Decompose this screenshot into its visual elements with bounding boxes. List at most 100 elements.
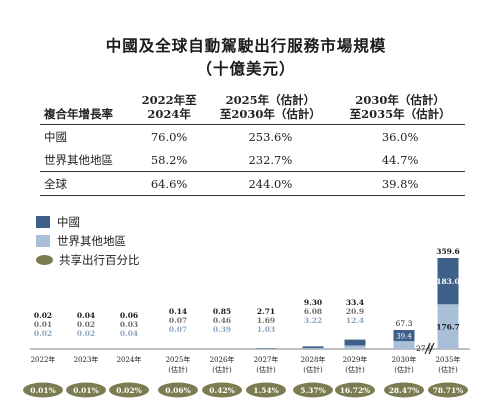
shared-share-oval bbox=[246, 382, 286, 398]
legend-label-shared-share: 共享出行百分比 bbox=[59, 253, 140, 267]
cagr-value: 36.0% bbox=[381, 129, 419, 144]
cagr-col-header-2-line1: 2025年（估計） bbox=[225, 93, 316, 107]
cagr-value: 232.7% bbox=[248, 152, 293, 167]
shared-share-label: 78.71% bbox=[433, 386, 464, 395]
cagr-col-header-2-line2: 至2030年（估計） bbox=[219, 107, 321, 121]
shared-share-label: 0.06% bbox=[165, 386, 190, 395]
legend-swatch-rest-of-world bbox=[36, 235, 50, 247]
bar-china-label: 6.08 bbox=[304, 307, 322, 316]
bar-total-label: 2.71 bbox=[257, 307, 275, 316]
cagr-col-header-1-line2: 2024年 bbox=[147, 107, 191, 121]
shared-share-label: 0.01% bbox=[30, 386, 55, 395]
legend-item-shared-share: 共享出行百分比 bbox=[36, 252, 140, 268]
bar-china-label: 0.46 bbox=[213, 316, 231, 325]
x-tick-label-sub: (估計) bbox=[256, 365, 276, 374]
cagr-value: 76.0% bbox=[150, 129, 188, 144]
cagr-row-label: 中國 bbox=[44, 129, 67, 144]
shared-share-oval bbox=[158, 382, 198, 398]
bar-total-label: 0.85 bbox=[213, 307, 231, 316]
cagr-col-header-3-line2: 至2035年（估計） bbox=[349, 107, 451, 121]
x-tick-label: 2026年 bbox=[210, 355, 235, 364]
x-tick-label: 2030年 bbox=[392, 355, 417, 364]
cagr-col-header-2: 2025年（估計） 至2030年（估計） bbox=[205, 93, 336, 125]
cagr-col-header-1-line1: 2022年至 bbox=[141, 93, 197, 107]
cagr-value: 64.6% bbox=[132, 171, 206, 196]
x-tick-label: 2025年 bbox=[166, 355, 191, 364]
bar-row-label: 0.02 bbox=[34, 329, 52, 338]
legend-oval-shared-share bbox=[36, 255, 53, 265]
bar-segment-china bbox=[393, 330, 415, 342]
chart-title: 中國及全球自動駕駛出行服務市場規模 bbox=[105, 36, 387, 55]
bar-segment-china bbox=[344, 339, 366, 346]
bar-china-label: 0.01 bbox=[34, 320, 52, 329]
x-tick-label: 2027年 bbox=[254, 355, 279, 364]
shared-share-oval bbox=[335, 382, 375, 398]
bar-row-label: 1.03 bbox=[257, 325, 275, 334]
x-tick-label-sub: (估計) bbox=[303, 365, 323, 374]
bar-china-label: 39.4 bbox=[396, 333, 412, 341]
legend-item-china: 中國 bbox=[36, 214, 80, 230]
shared-share-oval bbox=[109, 382, 149, 398]
bar-total-label: 67.3 bbox=[396, 319, 413, 328]
shared-share-label: 0.42% bbox=[209, 386, 234, 395]
bar-china-label: 0.03 bbox=[120, 320, 138, 329]
legend-label-china: 中國 bbox=[57, 215, 80, 229]
cagr-value: 39.8% bbox=[335, 171, 465, 196]
cagr-table: 複合年增長率 2022年至 2024年 2025年（估計） 至2030年（估計） 2… bbox=[40, 93, 465, 196]
cagr-row-label: 全球 bbox=[40, 171, 133, 196]
cagr-value: 244.0% bbox=[205, 171, 336, 196]
bar-total-label: 9.30 bbox=[304, 298, 322, 307]
cagr-row-label: 世界其他地區 bbox=[44, 152, 113, 167]
bar-segment-china bbox=[437, 258, 459, 305]
x-tick-label: 2028年 bbox=[301, 355, 326, 364]
chart-subtitle: （十億美元） bbox=[196, 59, 296, 78]
shared-share-oval bbox=[202, 382, 242, 398]
bar-china-label: 1.69 bbox=[257, 316, 275, 325]
bar-total-label: 33.4 bbox=[346, 298, 364, 307]
cagr-row-rest-of-world: 世界其他地區 58.2% 232.7% 44.7% bbox=[40, 148, 465, 172]
bar-total-label: 359.6 bbox=[436, 247, 460, 256]
x-tick-label-sub: (估計) bbox=[438, 365, 458, 374]
bar-segment-china bbox=[302, 346, 324, 349]
bar-row-label: 0.07 bbox=[169, 325, 187, 334]
shared-share-label: 1.54% bbox=[253, 386, 278, 395]
cagr-value: 44.7% bbox=[381, 152, 419, 167]
legend-label-rest-of-world: 世界其他地區 bbox=[57, 234, 126, 248]
bar-china-label: 0.07 bbox=[169, 316, 187, 325]
shared-share-oval bbox=[23, 382, 63, 398]
cagr-col-header-1: 2022年至 2024年 bbox=[132, 93, 206, 125]
bar-row-label: 0.02 bbox=[77, 329, 95, 338]
bar-total-label: 0.06 bbox=[120, 311, 138, 320]
shared-share-label: 16.72% bbox=[340, 386, 371, 395]
shared-share-oval bbox=[428, 382, 468, 398]
x-tick-label-sub: (估計) bbox=[394, 365, 414, 374]
bar-row-label: 27.9 bbox=[416, 344, 433, 353]
shared-share-oval bbox=[384, 382, 424, 398]
x-tick-label: 2029年 bbox=[343, 355, 368, 364]
shared-share-oval bbox=[293, 382, 333, 398]
cagr-col-header-3: 2030年（估計） 至2035年（估計） bbox=[335, 93, 465, 125]
bar-row-label: 12.4 bbox=[346, 316, 364, 325]
cagr-header-label: 複合年增長率 bbox=[40, 93, 133, 125]
bar-china-label: 183.0 bbox=[436, 277, 460, 286]
bar-segment-rest-of-world bbox=[437, 304, 459, 349]
bar-total-label: 0.14 bbox=[169, 307, 187, 316]
shared-share-label: 28.47% bbox=[389, 386, 420, 395]
bar-row-label: 3.22 bbox=[304, 316, 322, 325]
shared-share-label: 0.02% bbox=[116, 386, 141, 395]
axis-break-mark bbox=[424, 342, 431, 355]
cagr-row-china: 中國 76.0% 253.6% 36.0% bbox=[40, 125, 465, 149]
cagr-value: 58.2% bbox=[150, 152, 188, 167]
bar-segment-rest-of-world bbox=[393, 341, 415, 349]
shared-share-label: 5.37% bbox=[300, 386, 325, 395]
bar-row-label: 176.7 bbox=[436, 323, 460, 332]
shared-share-oval bbox=[66, 382, 106, 398]
x-tick-label-sub: (估計) bbox=[345, 365, 365, 374]
bar-row-label: 0.39 bbox=[213, 325, 231, 334]
x-tick-label-sub: (估計) bbox=[212, 365, 232, 374]
bar-segment-rest-of-world bbox=[344, 345, 366, 349]
axis-break-mark bbox=[428, 342, 435, 355]
legend-swatch-china bbox=[36, 216, 50, 228]
x-tick-label: 2022年 bbox=[31, 355, 56, 364]
